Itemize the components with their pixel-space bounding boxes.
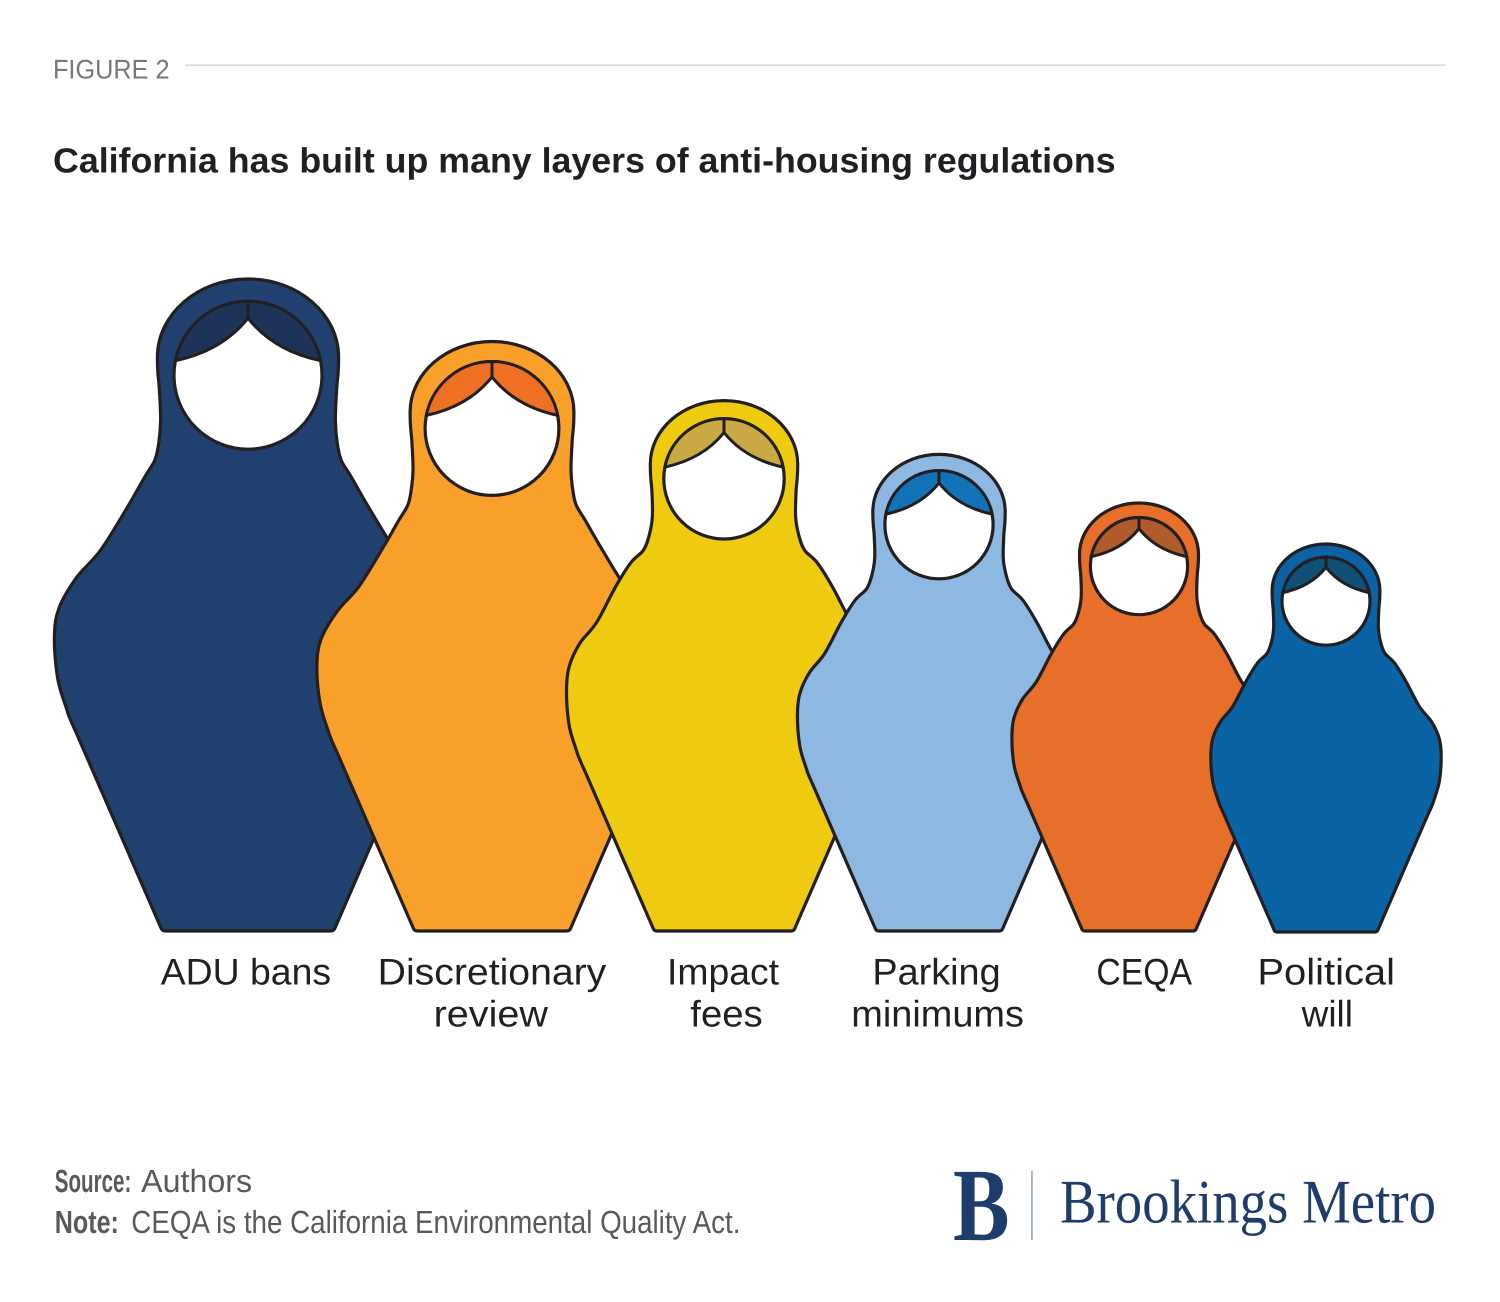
svg-text:California has built up many l: California has built up many layers of a… [53,141,1116,180]
svg-text:CEQA is the California Environ: CEQA is the California Environmental Qua… [131,1204,740,1240]
svg-text:will: will [1301,993,1353,1034]
svg-text:Discretionary: Discretionary [378,951,607,992]
svg-text:CEQA: CEQA [1096,951,1192,992]
svg-text:ADU bans: ADU bans [161,951,331,992]
svg-text:B: B [953,1148,1010,1263]
svg-text:Brookings Metro: Brookings Metro [1060,1168,1436,1236]
svg-text:Parking: Parking [872,951,1000,992]
svg-text:minimums: minimums [851,993,1024,1034]
svg-text:Political: Political [1257,951,1395,992]
svg-text:FIGURE 2: FIGURE 2 [53,55,170,85]
svg-text:fees: fees [690,993,762,1034]
svg-text:Authors: Authors [141,1163,252,1199]
svg-text:Impact: Impact [667,951,780,992]
svg-text:Source:: Source: [55,1163,132,1199]
svg-text:review: review [434,993,549,1034]
svg-text:Note:: Note: [55,1204,119,1240]
